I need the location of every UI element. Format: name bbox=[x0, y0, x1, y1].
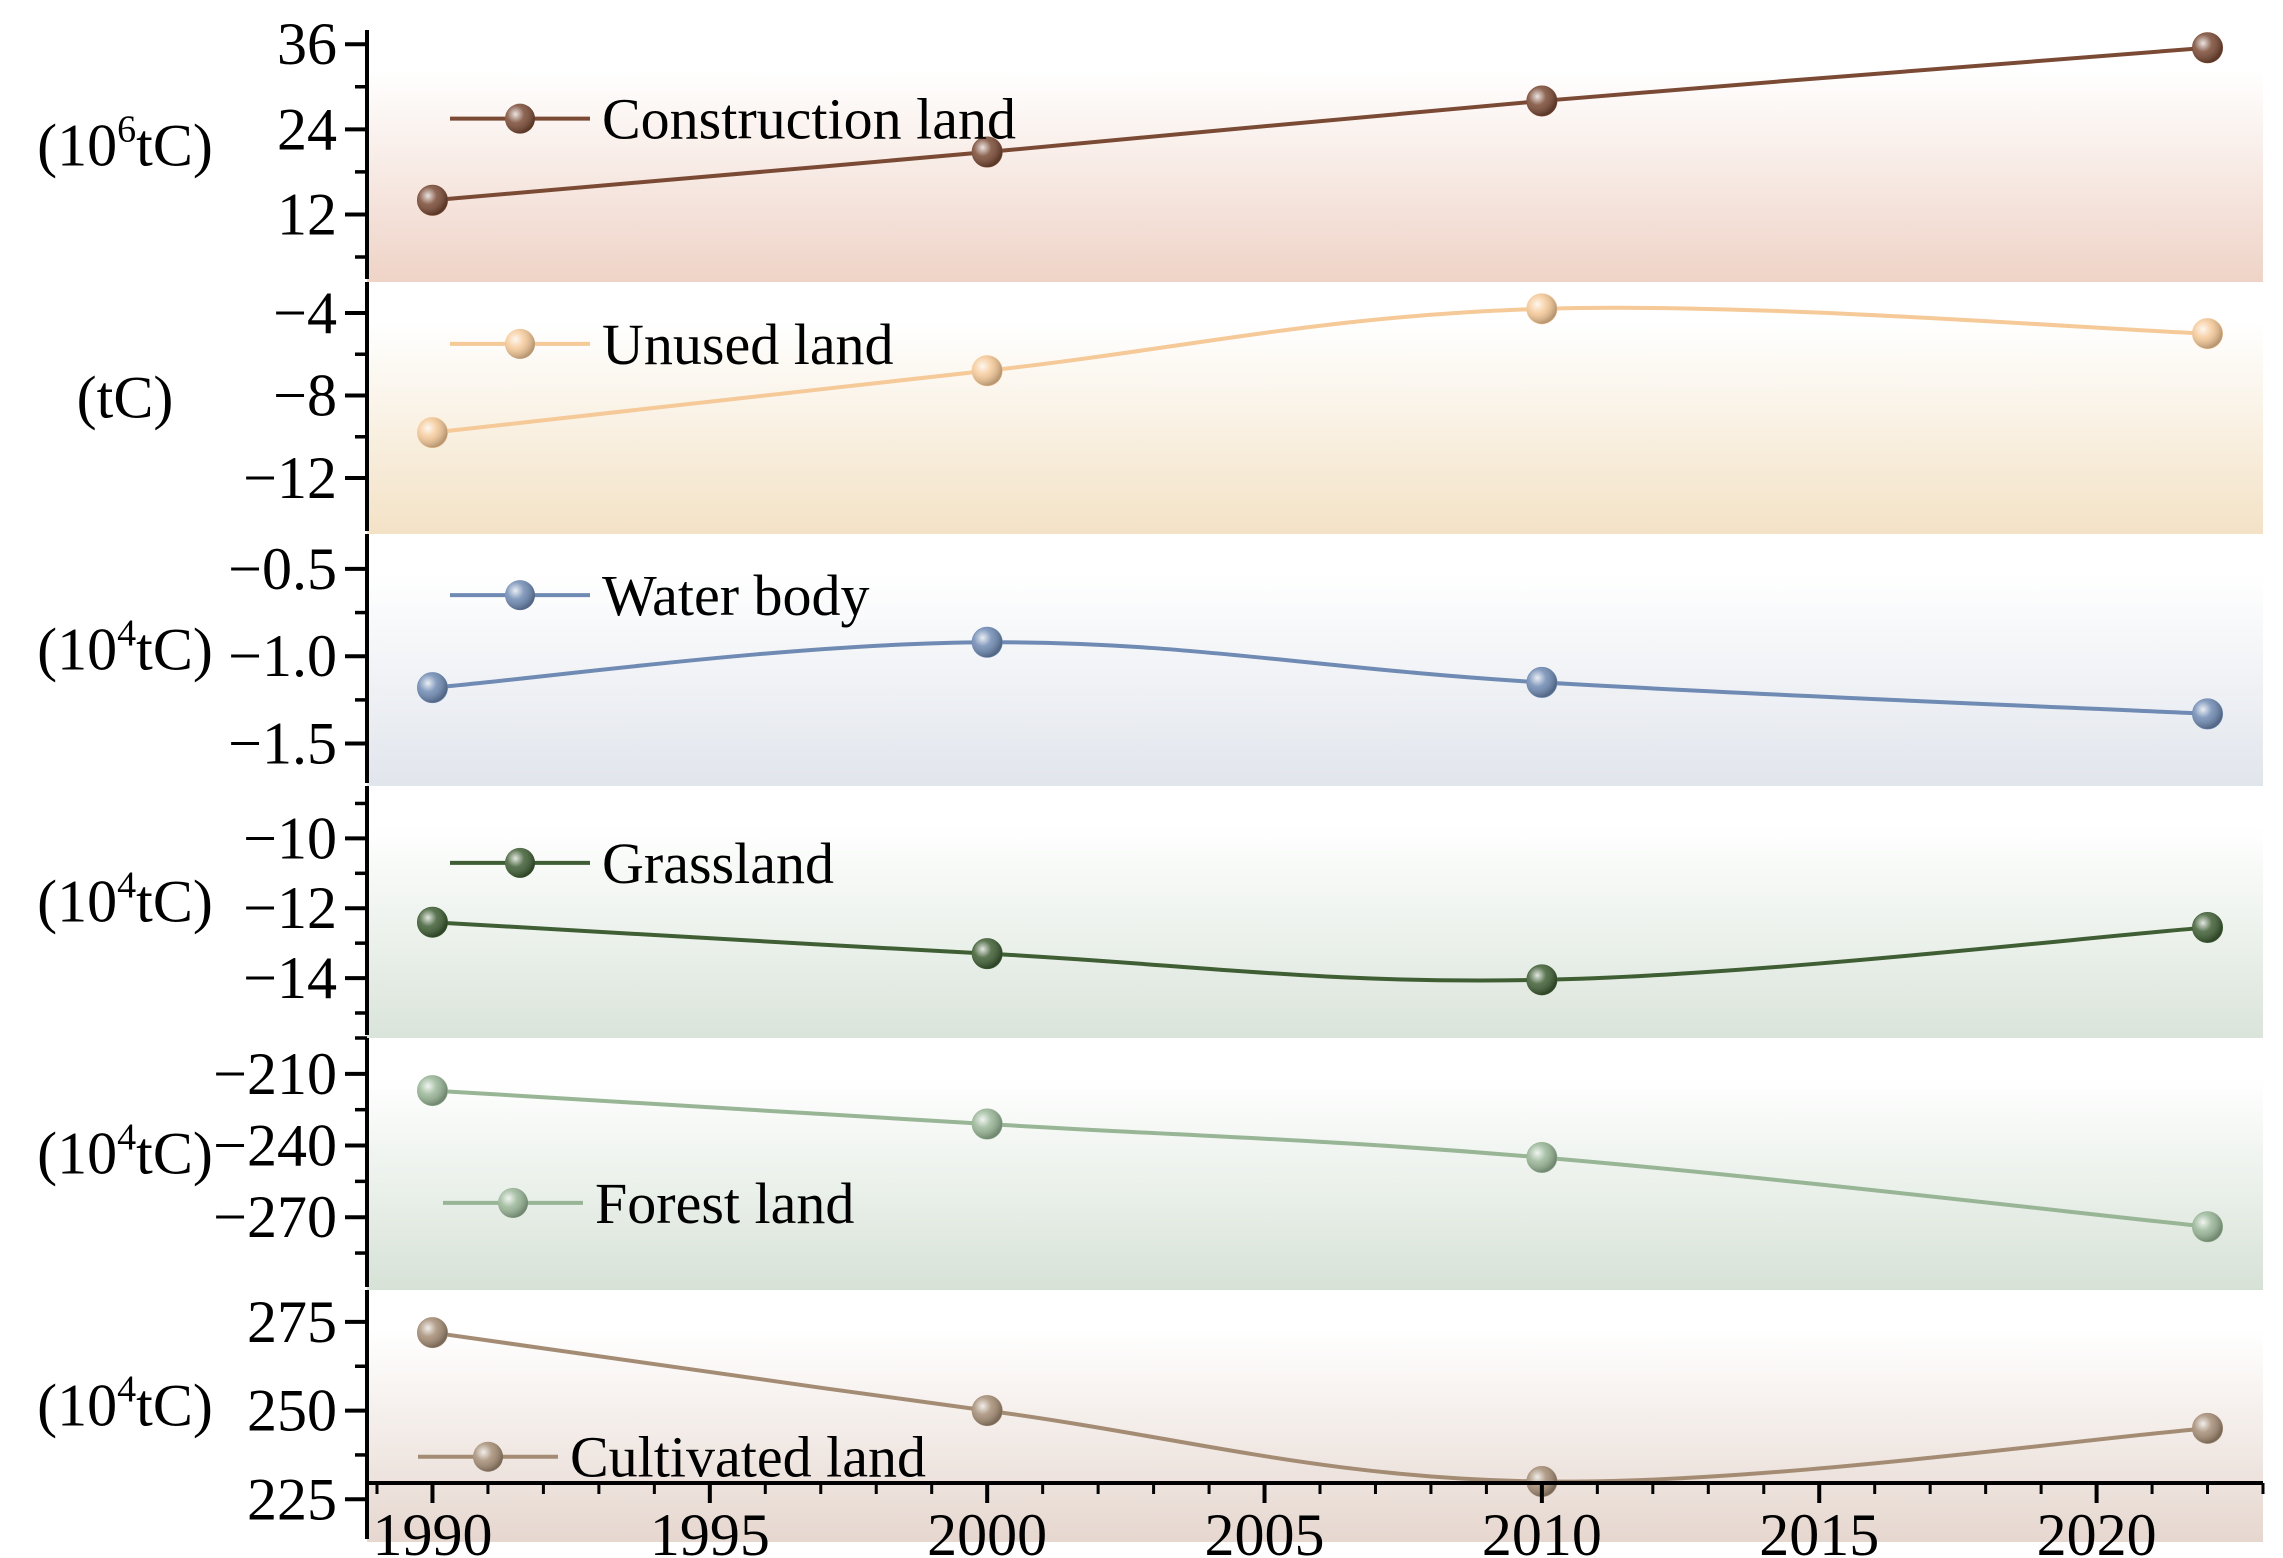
data-point-shine bbox=[972, 355, 1003, 386]
data-point-shine bbox=[2192, 1211, 2223, 1242]
data-point-shine bbox=[2192, 32, 2223, 63]
y-tick-label: −14 bbox=[243, 945, 337, 1011]
x-tick-label: 1990 bbox=[372, 1502, 492, 1558]
data-point-shine bbox=[972, 938, 1003, 969]
y-tick-label: 250 bbox=[247, 1378, 337, 1444]
legend-swatch-shine bbox=[505, 328, 535, 359]
panel-background bbox=[367, 1330, 2263, 1542]
unit-label: (104tC) bbox=[37, 613, 213, 683]
panel-unused-land: −12 −8 −4 (tC) Unused land bbox=[77, 280, 2263, 534]
data-point-shine bbox=[417, 185, 448, 216]
legend-label: Water body bbox=[602, 563, 870, 628]
y-tick-label: 12 bbox=[277, 181, 337, 247]
data-point-shine bbox=[2192, 698, 2223, 729]
data-point-shine bbox=[2192, 318, 2223, 349]
data-point-shine bbox=[417, 907, 448, 938]
data-point-shine bbox=[417, 1075, 448, 1106]
y-tick-label: 225 bbox=[247, 1466, 337, 1532]
legend-swatch-shine bbox=[473, 1441, 503, 1472]
panels: 12 24 36 (106tC) Construction land −12 −8 −4 (tC… bbox=[37, 11, 2263, 1542]
x-tick-label: 1995 bbox=[650, 1502, 770, 1558]
panel-cultivated-land: 225 250 275 (104tC) Cultivated land bbox=[37, 1289, 2263, 1542]
series-line bbox=[432, 920, 2208, 983]
legend-label: Cultivated land bbox=[570, 1425, 926, 1490]
data-point-shine bbox=[972, 627, 1003, 658]
y-tick-label: −210 bbox=[213, 1041, 337, 1107]
series-line bbox=[432, 640, 2208, 716]
y-tick-label: −10 bbox=[243, 805, 337, 871]
series-line bbox=[432, 305, 2208, 435]
y-tick-label: −1.0 bbox=[228, 623, 337, 689]
y-tick-label: 36 bbox=[277, 11, 337, 77]
data-point-shine bbox=[1526, 1142, 1557, 1173]
panel-background bbox=[367, 322, 2263, 534]
y-tick-label: −240 bbox=[213, 1113, 337, 1179]
panel-forest-land: −270−240−210(104tC) Forest land bbox=[37, 1036, 2263, 1290]
data-point-shine bbox=[417, 417, 448, 448]
series-line bbox=[432, 1330, 2208, 1484]
unit-label: (104tC) bbox=[37, 1369, 213, 1439]
legend-label: Forest land bbox=[595, 1171, 854, 1236]
data-point-shine bbox=[972, 137, 1003, 168]
x-tick-label: 2020 bbox=[2037, 1502, 2157, 1558]
data-point-shine bbox=[417, 672, 448, 703]
y-tick-label: 24 bbox=[277, 96, 337, 162]
panel-construction-land: 12 24 36 (106tC) Construction land bbox=[37, 11, 2263, 282]
panel-background bbox=[367, 70, 2263, 282]
unit-label: (106tC) bbox=[37, 109, 213, 179]
panel-background bbox=[367, 574, 2263, 786]
series-line bbox=[432, 45, 2208, 203]
panel-water-body: −1.5 −1.0 −0.5(104tC) Water body bbox=[37, 534, 2263, 786]
legend-swatch-shine bbox=[505, 847, 535, 878]
y-tick-label: −12 bbox=[243, 445, 337, 511]
x-tick-label: 2000 bbox=[927, 1502, 1047, 1558]
x-tick-label: 2005 bbox=[1205, 1502, 1325, 1558]
y-tick-label: −270 bbox=[213, 1184, 337, 1250]
legend-label: Grassland bbox=[602, 831, 834, 896]
y-tick-label: 275 bbox=[247, 1289, 337, 1355]
x-tick-label: 2015 bbox=[1759, 1502, 1879, 1558]
y-tick-label: −0.5 bbox=[228, 536, 337, 602]
y-tick-label: −12 bbox=[243, 875, 337, 941]
unit-label: (104tC) bbox=[37, 1117, 213, 1187]
series-line bbox=[432, 1088, 2208, 1229]
x-tick-label: 2010 bbox=[1482, 1502, 1602, 1558]
legend-swatch-shine bbox=[505, 103, 535, 134]
unit-label: (tC) bbox=[77, 365, 174, 431]
data-point-shine bbox=[972, 1395, 1003, 1426]
unit-label: (104tC) bbox=[37, 865, 213, 935]
data-point-shine bbox=[1526, 85, 1557, 116]
legend-swatch-shine bbox=[505, 580, 535, 611]
y-tick-label: −1.5 bbox=[228, 711, 337, 777]
data-point-shine bbox=[1526, 667, 1557, 698]
legend-label: Unused land bbox=[602, 312, 894, 377]
data-point-shine bbox=[2192, 912, 2223, 943]
panel-background bbox=[367, 826, 2263, 1038]
y-tick-label: −4 bbox=[273, 280, 337, 346]
data-point-shine bbox=[1526, 964, 1557, 995]
data-point-shine bbox=[417, 1317, 448, 1348]
legend-label: Construction land bbox=[602, 87, 1016, 152]
panel-grassland: −14−12−10 (104tC) Grassland bbox=[37, 786, 2263, 1038]
y-tick-label: −8 bbox=[273, 363, 337, 429]
data-point-shine bbox=[972, 1109, 1003, 1140]
legend-swatch-shine bbox=[498, 1187, 528, 1218]
data-point-shine bbox=[1526, 293, 1557, 324]
panel-background bbox=[367, 1078, 2263, 1290]
x-axis: 1990 1995 2000 2005 2010 2015 2020 bbox=[367, 1481, 2265, 1558]
data-point-shine bbox=[2192, 1413, 2223, 1444]
